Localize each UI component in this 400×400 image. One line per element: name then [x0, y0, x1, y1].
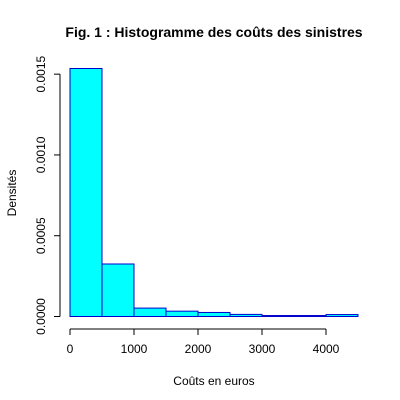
y-tick-label-3: 0.0015: [34, 55, 48, 92]
histogram-bar-2: [133, 307, 167, 318]
y-tick-label-0: 0.0000: [34, 298, 48, 335]
histogram-bar-6: [261, 315, 295, 318]
x-tick-label-3: 3000: [249, 342, 276, 356]
histogram-bar-7: [293, 315, 327, 318]
y-axis: 0.0000 0.0005 0.0010 0.0015: [34, 55, 61, 335]
histogram-bar-1: [101, 263, 135, 317]
x-tick-label-2: 2000: [185, 342, 212, 356]
histogram-bar-3: [165, 310, 199, 317]
x-axis-label: Coûts en euros: [173, 374, 254, 388]
histogram-bar-5: [229, 313, 263, 318]
y-axis-label: Densités: [5, 170, 19, 217]
histogram-bar-4: [197, 311, 231, 317]
x-tick-label-4: 4000: [313, 342, 340, 356]
x-tick-label-0: 0: [67, 342, 74, 356]
x-axis: 0 1000 2000 3000 4000: [67, 328, 340, 356]
histogram-bar-8: [325, 314, 359, 317]
x-tick-label-1: 1000: [121, 342, 148, 356]
y-tick-label-1: 0.0005: [34, 217, 48, 254]
bars-group: [69, 68, 359, 318]
chart-title: Fig. 1 : Histogramme des coûts des sinis…: [65, 24, 362, 40]
y-tick-label-2: 0.0010: [34, 136, 48, 173]
histogram-bar-0: [69, 68, 103, 318]
